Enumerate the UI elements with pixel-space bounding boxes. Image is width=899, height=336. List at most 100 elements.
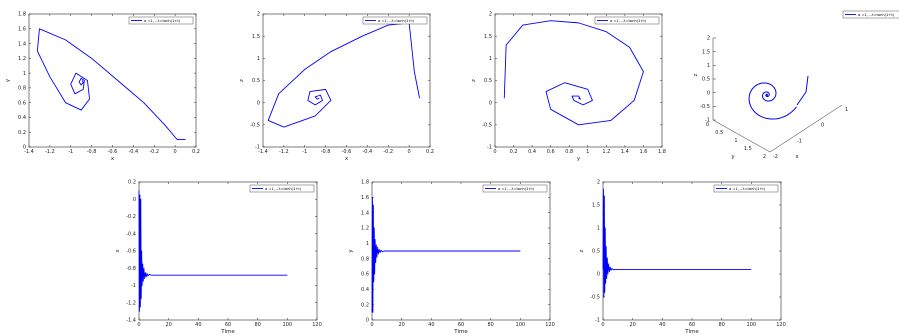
legend-label: α =1, ..λ=tanh(1+t) bbox=[498, 187, 535, 191]
y-axis-label: z bbox=[239, 79, 245, 82]
x-tick-label: 0.2 bbox=[510, 149, 518, 155]
legend-label: α =1, ..λ=tanh(1+t) bbox=[378, 19, 415, 23]
y-tick-label: 0.5 bbox=[592, 249, 600, 255]
x-axis-label: y bbox=[577, 156, 581, 162]
x-tick-label: 0 bbox=[137, 322, 140, 328]
y-tick-label: -0.2 bbox=[126, 214, 136, 220]
series-line bbox=[36, 28, 186, 141]
y-tick-label: 0.5 bbox=[252, 78, 260, 84]
y-tick-label: 2 bbox=[597, 180, 600, 186]
y-tick-label: 0 bbox=[597, 272, 600, 278]
y-tick-label: -1 bbox=[131, 283, 136, 289]
x-axis-label: Time bbox=[220, 329, 235, 335]
legend-box bbox=[842, 10, 899, 19]
x-tick-label: -0.8 bbox=[321, 149, 331, 155]
legend-box bbox=[482, 184, 548, 193]
plot-box bbox=[602, 181, 782, 321]
legend-label: α =1, ..λ=tanh(1+t) bbox=[144, 19, 181, 23]
chart-ty: 0 20 40 60 80 100 120 0 0.2 0.4 0.6 0.8 1 1.2 1.4 1.6 1.… bbox=[348, 180, 555, 335]
plot-box bbox=[494, 13, 663, 148]
y-tick-label: 0.4 bbox=[361, 287, 369, 293]
y-tick-label: -0.5 bbox=[590, 295, 600, 301]
z-tick-label: -0.5 bbox=[700, 104, 710, 110]
y-tick-label: 1.8 bbox=[18, 12, 26, 18]
z-tick-label: -1 bbox=[705, 118, 710, 124]
x-tick-label: 120 bbox=[545, 322, 555, 328]
x-tick-label: 1.8 bbox=[658, 149, 666, 155]
x-tick-label: 40 bbox=[428, 322, 434, 328]
y-tick-label: 0 bbox=[489, 100, 492, 106]
x-tick-label: 0.4 bbox=[528, 149, 536, 155]
y-tick-label: 2 bbox=[257, 12, 260, 18]
y-axis bbox=[712, 119, 771, 153]
legend-label: α =1, ..λ=tanh(1+t) bbox=[729, 187, 766, 191]
x-tick-label: -1 bbox=[302, 149, 307, 155]
x-tick-label: 20 bbox=[165, 322, 171, 328]
x-tick-label: 0 bbox=[408, 149, 411, 155]
y3-tick-label: 0.5 bbox=[715, 130, 723, 136]
legend-box bbox=[713, 184, 779, 193]
y-tick-label: 1 bbox=[597, 226, 600, 232]
x-tick-label: -1.4 bbox=[258, 149, 268, 155]
series-line-3d bbox=[748, 82, 797, 120]
y-tick-label: 0 bbox=[257, 100, 260, 106]
y-tick-label: 0.2 bbox=[128, 180, 136, 186]
x-tick-label: -1.2 bbox=[45, 149, 55, 155]
z-tick-label: 1 bbox=[707, 63, 710, 69]
x-axis-label: x bbox=[345, 156, 349, 162]
x-tick-label: 0 bbox=[493, 149, 496, 155]
x-tick-label: -1.4 bbox=[24, 149, 34, 155]
x-tick-label: 1.4 bbox=[621, 149, 629, 155]
series-line bbox=[602, 188, 752, 298]
y-tick-label: 0.2 bbox=[361, 302, 369, 308]
x-axis-label: Time bbox=[684, 329, 699, 335]
y-tick-label: 1.2 bbox=[18, 56, 26, 62]
y3-axis-label: y bbox=[731, 154, 735, 160]
y-axis-label: z bbox=[471, 79, 477, 82]
y3-tick-label: 1 bbox=[734, 138, 737, 144]
x-tick-label: -0.4 bbox=[128, 149, 138, 155]
x3-tick-label: -1 bbox=[797, 138, 802, 144]
z-tick-label: 0 bbox=[707, 90, 710, 96]
y-tick-label: 1 bbox=[366, 241, 369, 247]
x-tick-label: 1.6 bbox=[639, 149, 647, 155]
x-tick-label: 80 bbox=[718, 322, 724, 328]
x-tick-label: 0.2 bbox=[426, 149, 434, 155]
series-line bbox=[503, 20, 644, 126]
x3-axis-label: x bbox=[795, 154, 799, 160]
y-tick-label: -1.4 bbox=[126, 318, 136, 324]
legend-box bbox=[362, 16, 428, 25]
plot-box bbox=[138, 181, 318, 321]
x-axis-label: x bbox=[111, 156, 115, 162]
x-tick-label: 60 bbox=[458, 322, 464, 328]
y-tick-label: 1.4 bbox=[18, 41, 26, 47]
y-axis-label: z bbox=[579, 249, 585, 252]
y-tick-label: 0.8 bbox=[18, 86, 26, 92]
z-tick-label: 0.5 bbox=[702, 77, 710, 83]
y-tick-label: 1 bbox=[257, 56, 260, 62]
x-tick-label: 1.2 bbox=[602, 149, 610, 155]
y-tick-label: 1.4 bbox=[361, 210, 369, 216]
x-tick-label: -0.6 bbox=[342, 149, 352, 155]
x3-tick-label: 0 bbox=[821, 123, 824, 129]
series-line bbox=[138, 190, 288, 312]
legend-label: α =1, ..λ=tanh(1+t) bbox=[858, 13, 895, 17]
y-tick-label: 1.5 bbox=[592, 203, 600, 209]
y-tick-label: 1.5 bbox=[484, 34, 492, 40]
y-tick-label: 0 bbox=[133, 197, 136, 203]
x-tick-label: 0.2 bbox=[192, 149, 200, 155]
chart-xy: -1.4 -1.2 -1 -0.8 -0.6 -0.4 -0.2 0 0.2 0 0.2 0.4 0.6… bbox=[5, 12, 200, 162]
chart-tz: 0 20 40 60 80 100 120 -1 -0.5 0 0.5 1 1.5 2 Time z α =1,… bbox=[579, 180, 786, 335]
y-tick-label: 1.2 bbox=[361, 226, 369, 232]
y-tick-label: 1.8 bbox=[361, 180, 369, 186]
y3-tick-label: 1.5 bbox=[744, 146, 752, 152]
y-tick-label: 0.6 bbox=[18, 100, 26, 106]
y-axis-label: x bbox=[115, 249, 121, 253]
x-tick-label: 80 bbox=[487, 322, 493, 328]
y-tick-label: -1 bbox=[255, 145, 260, 151]
y-tick-label: -1.2 bbox=[126, 300, 136, 306]
x-axis bbox=[769, 104, 843, 153]
legend-box bbox=[128, 16, 194, 25]
